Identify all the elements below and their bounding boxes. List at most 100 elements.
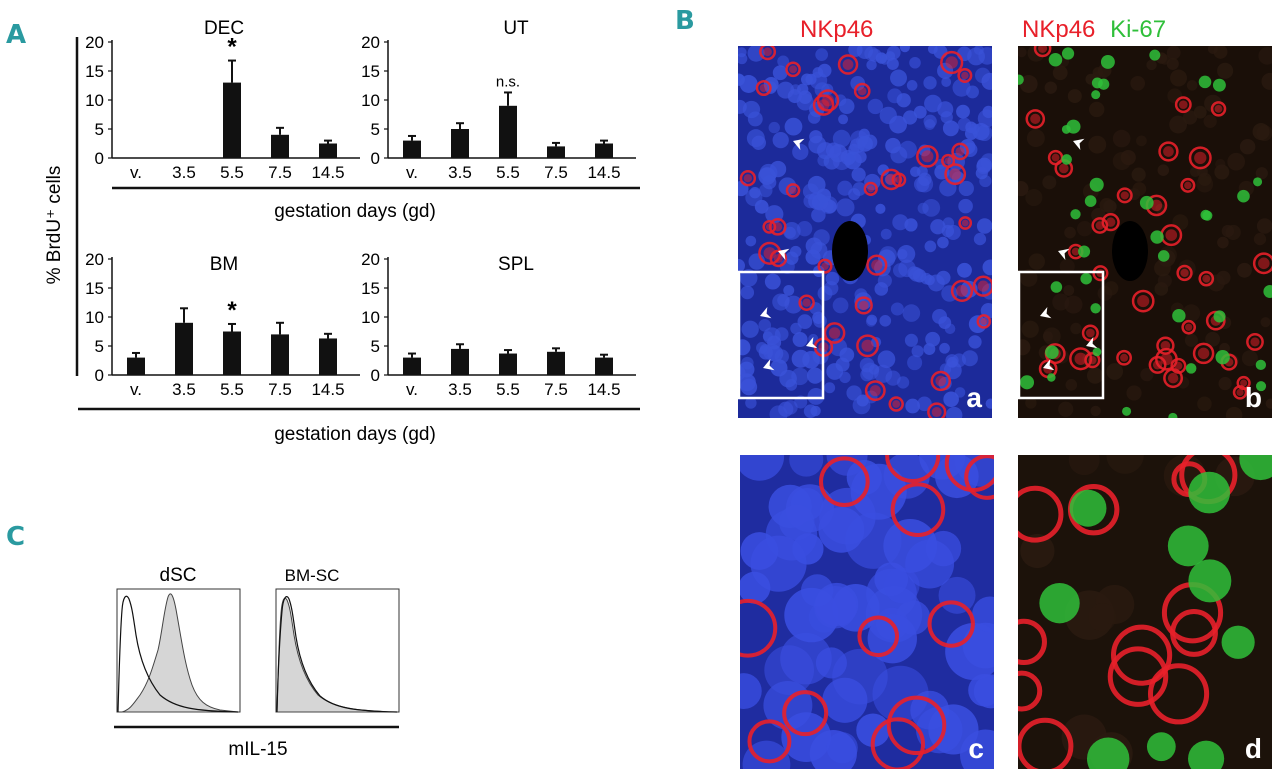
- nk-cell-core: [921, 150, 934, 163]
- nucleus: [957, 262, 972, 278]
- nucleus: [923, 343, 936, 355]
- nucleus: [916, 706, 963, 754]
- nk-cell-core: [1152, 360, 1163, 370]
- nk-cell: [1252, 252, 1272, 275]
- nucleus: [838, 114, 849, 125]
- nk-cell-core: [859, 300, 869, 311]
- nucleus: [836, 198, 855, 217]
- nk-cell: [853, 82, 871, 100]
- nucleus: [1025, 189, 1043, 207]
- ki67-nucleus: [1237, 189, 1250, 203]
- nucleus: [811, 207, 826, 223]
- nucleus: [905, 398, 920, 414]
- nk-cell-core: [1071, 247, 1080, 256]
- nk-cell: [957, 67, 973, 83]
- nucleus: [899, 46, 910, 53]
- nucleus: [904, 333, 918, 347]
- y-tick-label: 5: [95, 337, 104, 356]
- nk-cell: [888, 396, 904, 412]
- nucleus: [1065, 379, 1078, 391]
- nk-cell: [1018, 670, 1043, 712]
- nk-cell-core: [1167, 372, 1179, 384]
- nucleus: [943, 391, 959, 408]
- arrowhead-marker: [760, 306, 772, 319]
- nucleus: [846, 459, 882, 496]
- nucleus: [764, 273, 781, 290]
- nucleus: [1227, 152, 1246, 171]
- nucleus: [800, 574, 834, 607]
- micrograph-b-nkp46-ki67: b: [1018, 46, 1272, 418]
- nk-cell: [864, 380, 886, 402]
- histogram-dsc: [116, 588, 241, 713]
- nucleus: [942, 217, 955, 229]
- arrowhead-marker: [1086, 336, 1098, 349]
- ki67-nucleus: [1256, 381, 1267, 392]
- nucleus: [923, 76, 937, 90]
- bar: [595, 357, 613, 375]
- nk-cell-core: [1030, 113, 1041, 125]
- nucleus: [961, 350, 978, 367]
- nk-cell: [1192, 342, 1215, 365]
- nk-cell: [951, 142, 969, 161]
- nucleus: [868, 364, 880, 375]
- nucleus: [739, 269, 758, 287]
- nucleus: [772, 65, 788, 81]
- nucleus: [1170, 69, 1187, 87]
- nk-cell-core: [1178, 100, 1188, 109]
- nucleus: [941, 77, 952, 87]
- nk-cell-core: [1180, 268, 1189, 278]
- nucleus: [899, 140, 917, 159]
- nucleus: [957, 117, 972, 132]
- nucleus: [745, 235, 757, 247]
- nucleus: [1167, 88, 1183, 104]
- nk-cell: [1148, 355, 1167, 374]
- nk-cell-core: [1184, 181, 1192, 190]
- nucleus: [945, 622, 994, 680]
- x-tick-label: 5.5: [220, 163, 244, 182]
- nucleus: [798, 90, 813, 104]
- nk-cell: [759, 46, 777, 61]
- nk-cell: [863, 181, 878, 196]
- nucleus: [897, 245, 916, 263]
- micrograph-a-nkp46-dapi: a: [738, 46, 992, 418]
- nucleus: [1028, 253, 1045, 270]
- nucleus: [1021, 320, 1039, 338]
- bar: [547, 351, 565, 375]
- nk-cell-core: [842, 59, 854, 70]
- nk-cell: [976, 314, 992, 329]
- nucleus: [789, 455, 824, 477]
- ki67-nucleus: [1139, 195, 1154, 210]
- nucleus: [832, 129, 851, 148]
- arrowhead-marker: [1043, 358, 1055, 371]
- nucleus: [877, 350, 896, 369]
- nucleus: [1213, 46, 1228, 59]
- ki67-nucleus: [1146, 732, 1176, 762]
- nk-cell: [940, 50, 964, 75]
- nk-cell: [1107, 646, 1169, 707]
- nucleus: [936, 270, 951, 285]
- nucleus: [896, 93, 911, 108]
- nucleus: [932, 308, 948, 324]
- nk-cell-core: [1105, 217, 1116, 227]
- nk-cell: [950, 279, 974, 303]
- nucleus: [777, 55, 790, 68]
- nucleus: [777, 294, 790, 307]
- histogram-bm-sc-control: [276, 596, 398, 713]
- nucleus: [1203, 114, 1217, 128]
- nucleus: [909, 56, 921, 69]
- nucleus: [973, 232, 987, 246]
- nk-cell: [1181, 319, 1197, 335]
- nucleus: [877, 273, 892, 288]
- x-tick-label: 3.5: [448, 163, 472, 182]
- nucleus: [1018, 181, 1029, 197]
- x-tick-label: 3.5: [448, 380, 472, 399]
- x-tick-label: 14.5: [311, 380, 344, 399]
- ki67-nucleus: [1213, 310, 1226, 323]
- panel-letter-b: B: [675, 6, 695, 36]
- bar: [271, 134, 289, 158]
- ki67-nucleus: [1150, 230, 1164, 244]
- x-tick-label: v.: [406, 163, 418, 182]
- ki67-nucleus: [1069, 489, 1107, 527]
- nk-cell-core: [1197, 347, 1210, 360]
- nucleus: [1025, 397, 1037, 409]
